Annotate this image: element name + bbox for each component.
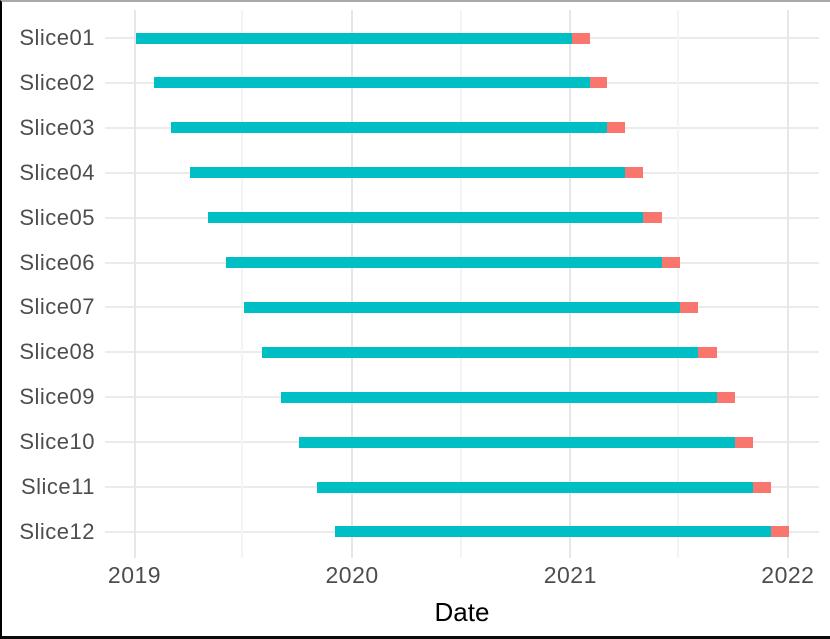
x-axis-title: Date <box>434 597 490 627</box>
test-bar <box>590 77 607 89</box>
train-bar <box>226 257 662 268</box>
test-bar <box>606 122 626 134</box>
gridline-minor-v <box>459 10 462 558</box>
test-bar <box>770 526 790 538</box>
test-bar <box>698 346 717 358</box>
gridline-minor-v <box>677 10 680 558</box>
y-tick-label: Slice09 <box>19 384 95 410</box>
test-bar <box>679 301 699 313</box>
y-tick-label: Slice01 <box>19 25 95 50</box>
gridline-major-v <box>351 10 354 558</box>
train-bar <box>280 391 717 403</box>
test-bar <box>734 436 754 448</box>
x-tick-label: 2022 <box>761 562 815 588</box>
train-bar <box>317 481 754 493</box>
train-bar <box>171 122 607 134</box>
gridline-major-v <box>786 10 789 558</box>
train-bar <box>262 346 699 358</box>
train-bar <box>136 32 572 44</box>
gridline-major-v <box>569 10 572 558</box>
y-tick-label: Slice10 <box>19 429 95 455</box>
test-bar <box>625 167 644 179</box>
test-bar <box>643 212 662 224</box>
y-tick-label: Slice03 <box>19 114 95 140</box>
test-bar <box>571 32 591 44</box>
y-tick-label: Slice11 <box>20 474 95 499</box>
y-tick-label: Slice08 <box>19 339 95 365</box>
x-tick-label: 2019 <box>107 562 162 588</box>
gridline-major-v <box>133 10 136 558</box>
train-bar <box>189 167 626 179</box>
train-bar <box>243 301 680 313</box>
train-bar <box>207 212 644 224</box>
x-tick-label: 2020 <box>325 562 379 588</box>
test-bar <box>716 391 735 403</box>
test-bar <box>753 481 771 493</box>
y-tick-label: Slice05 <box>19 204 95 230</box>
y-tick-label: Slice06 <box>19 249 95 275</box>
y-tick-label: Slice04 <box>19 159 95 185</box>
gridline-minor-v <box>241 10 244 558</box>
y-tick-label: Slice07 <box>19 294 95 320</box>
test-bar <box>661 257 680 268</box>
train-bar <box>298 436 735 448</box>
y-tick-label: Slice02 <box>19 69 95 95</box>
y-tick-label: Slice12 <box>19 518 95 544</box>
train-bar <box>335 526 771 538</box>
train-bar <box>154 77 591 89</box>
x-tick-label: 2021 <box>543 562 597 588</box>
